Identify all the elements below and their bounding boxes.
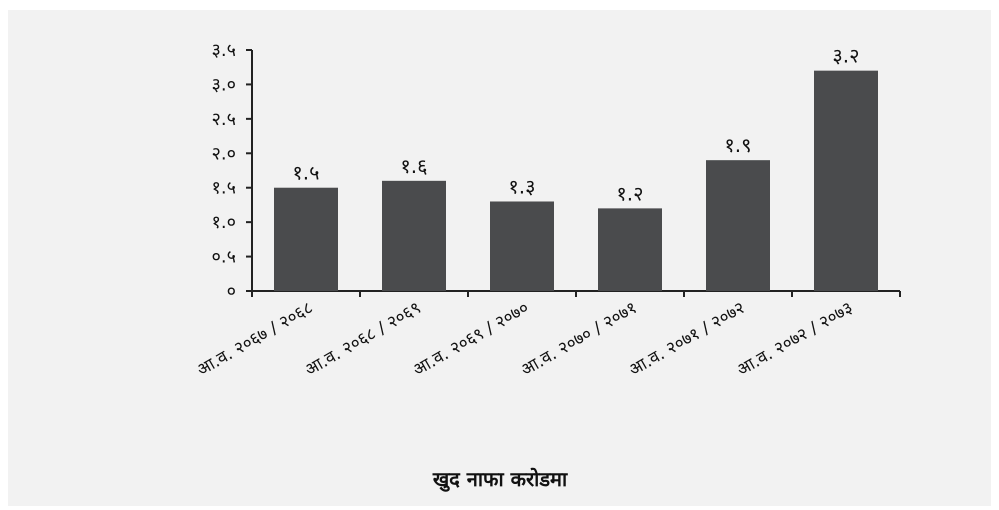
bar — [598, 208, 662, 291]
data-label: १.६ — [400, 154, 427, 178]
y-tick-label: ० — [227, 281, 236, 302]
y-tick-label: २.५ — [212, 109, 236, 130]
bar — [706, 160, 770, 291]
data-label: ३.२ — [832, 44, 859, 68]
y-tick-label: ०.५ — [212, 247, 236, 268]
axes — [251, 50, 901, 297]
y-tick-label: १.० — [212, 212, 236, 233]
data-label: १.३ — [508, 174, 535, 198]
y-tick-label: ३.५ — [212, 40, 236, 61]
bars — [274, 70, 878, 292]
bar — [490, 201, 554, 291]
data-label: १.९ — [724, 133, 751, 157]
category-label: आ.व. २०६७ / २०६८ — [194, 298, 317, 380]
category-label: आ.व. २०७१ / २०७२ — [626, 298, 749, 380]
x-axis-title: खुद नाफा करोडमा — [432, 467, 568, 492]
y-tick-label: २.० — [212, 143, 236, 164]
y-tick-label: ३.० — [212, 74, 236, 95]
bar — [814, 70, 878, 292]
data-label: १.२ — [616, 181, 643, 205]
y-ticks: ० ०.५ १.० १.५ २.० २.५ ३.० ३.५ — [212, 40, 252, 302]
category-label: आ.व. २०६८ / २०६९ — [302, 298, 425, 380]
bar — [274, 187, 338, 291]
y-tick-label: १.५ — [212, 178, 236, 199]
data-labels: १.५ १.६ १.३ १.२ १.९ ३.२ — [292, 44, 859, 206]
data-label: १.५ — [292, 161, 319, 185]
category-label: आ.व. २०६९ / २०७० — [410, 298, 533, 380]
bar — [382, 180, 446, 291]
category-label: आ.व. २०७२ / २०७३ — [734, 298, 857, 380]
category-label: आ.व. २०७० / २०७१ — [518, 298, 641, 380]
